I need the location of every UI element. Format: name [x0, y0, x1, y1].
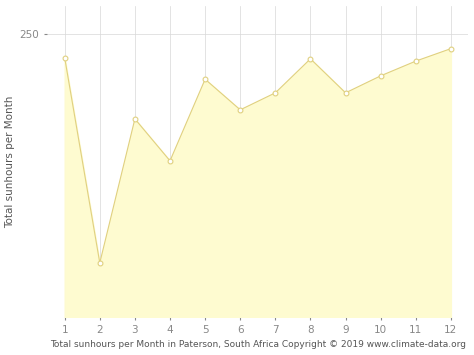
Point: [166, 158, 174, 164]
Y-axis label: Total sunhours per Month: Total sunhours per Month: [6, 95, 16, 228]
Point: [377, 73, 384, 79]
Point: [447, 46, 455, 51]
Point: [131, 116, 139, 122]
Point: [201, 76, 209, 82]
Point: [61, 55, 68, 61]
Point: [412, 58, 419, 64]
Point: [272, 90, 279, 95]
Point: [96, 260, 104, 266]
Point: [342, 90, 349, 95]
Point: [237, 107, 244, 113]
X-axis label: Total sunhours per Month in Paterson, South Africa Copyright © 2019 www.climate-: Total sunhours per Month in Paterson, So…: [50, 340, 466, 349]
Point: [307, 56, 314, 62]
